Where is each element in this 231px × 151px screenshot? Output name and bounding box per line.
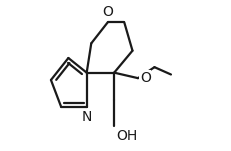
Text: O: O xyxy=(139,71,150,85)
Text: OH: OH xyxy=(116,129,137,143)
Text: O: O xyxy=(102,5,113,19)
Text: N: N xyxy=(81,110,91,124)
